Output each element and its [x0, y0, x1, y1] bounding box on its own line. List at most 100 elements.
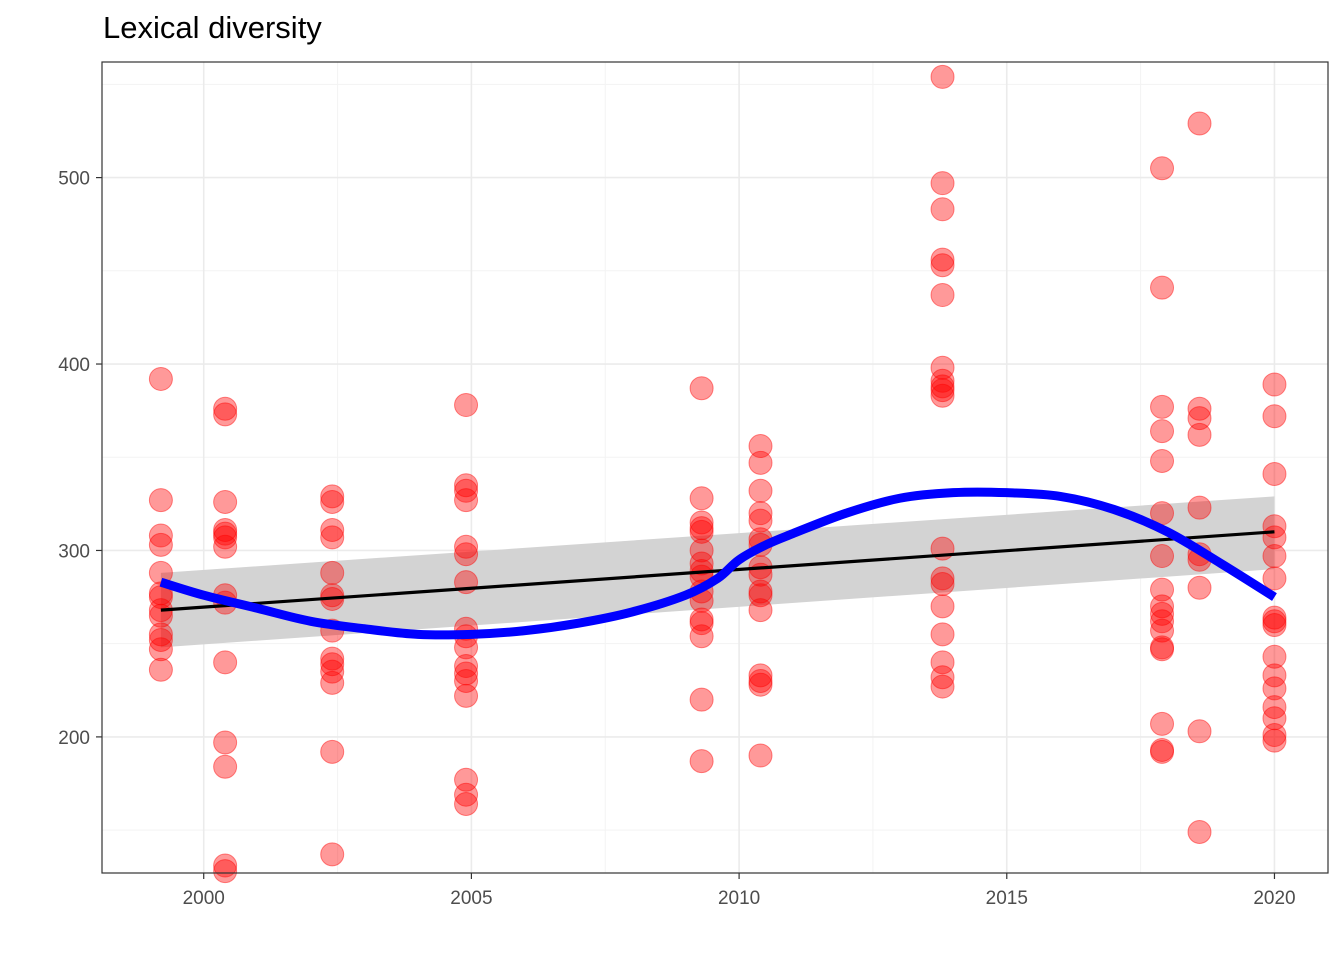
- y-tick-label: 400: [58, 355, 90, 376]
- data-point: [1150, 394, 1175, 419]
- axes: 2000 2005 2010 2015 2020 200 300 400 500: [58, 169, 1295, 909]
- data-point: [148, 532, 173, 557]
- data-point: [748, 672, 773, 697]
- data-point: [1262, 605, 1287, 630]
- data-point: [689, 551, 714, 576]
- data-point: [213, 521, 238, 546]
- data-point: [213, 402, 238, 427]
- data-point: [320, 652, 345, 677]
- data-point: [748, 508, 773, 533]
- data-point: [689, 510, 714, 535]
- data-point: [748, 663, 773, 688]
- data-point: [454, 542, 479, 567]
- data-point: [320, 670, 345, 695]
- data-point: [320, 583, 345, 608]
- data-point: [689, 376, 714, 401]
- data-point: [1262, 613, 1287, 638]
- data-point: [320, 560, 345, 585]
- data-point: [1262, 695, 1287, 720]
- data-point: [930, 374, 955, 399]
- data-point: [689, 516, 714, 541]
- data-point: [930, 566, 955, 591]
- data-point: [148, 637, 173, 662]
- data-point: [213, 517, 238, 542]
- data-point: [320, 517, 345, 542]
- data-point: [1150, 635, 1175, 660]
- data-point: [320, 525, 345, 550]
- y-tick-label: 500: [58, 169, 90, 190]
- data-point: [930, 665, 955, 690]
- grid-lines: [102, 62, 1328, 873]
- data-point: [1262, 372, 1287, 397]
- data-point: [930, 197, 955, 222]
- data-point: [1262, 404, 1287, 429]
- panel-border: [101, 61, 1329, 874]
- data-point: [1150, 618, 1175, 643]
- data-point: [1262, 663, 1287, 688]
- data-point: [1262, 609, 1287, 634]
- data-point: [213, 489, 238, 514]
- data-point: [930, 674, 955, 699]
- data-point: [689, 607, 714, 632]
- data-point: [1150, 156, 1175, 181]
- data-point: [454, 661, 479, 686]
- data-point: [213, 853, 238, 878]
- data-point: [213, 754, 238, 779]
- data-point: [1262, 728, 1287, 753]
- data-point: [1262, 462, 1287, 487]
- data-point: [1187, 819, 1212, 844]
- data-point: [748, 434, 773, 459]
- data-point: [1150, 448, 1175, 473]
- data-point: [930, 383, 955, 408]
- data-point: [454, 683, 479, 708]
- data-point: [930, 247, 955, 272]
- data-point: [930, 253, 955, 278]
- data-point: [1187, 575, 1212, 600]
- data-point: [454, 668, 479, 693]
- data-point: [1187, 422, 1212, 447]
- data-point: [689, 519, 714, 544]
- data-point: [689, 538, 714, 563]
- data-point: [320, 842, 345, 867]
- data-point: [1150, 637, 1175, 662]
- data-point: [1187, 396, 1212, 421]
- fit-lines: [159, 487, 1277, 640]
- data-point: [213, 730, 238, 755]
- data-point: [930, 283, 955, 308]
- data-point: [1262, 706, 1287, 731]
- data-point: [148, 488, 173, 513]
- data-point: [320, 659, 345, 684]
- data-point: [1150, 544, 1175, 569]
- data-point: [148, 523, 173, 548]
- data-point: [748, 668, 773, 693]
- data-point: [320, 484, 345, 509]
- data-point: [930, 171, 955, 196]
- data-points: [148, 64, 1287, 884]
- data-point: [1262, 723, 1287, 748]
- data-point: [213, 650, 238, 675]
- x-tick-label: 2020: [1253, 888, 1295, 909]
- data-point: [748, 583, 773, 608]
- data-point: [748, 579, 773, 604]
- data-point: [1187, 719, 1212, 744]
- data-point: [689, 687, 714, 712]
- data-point: [1187, 111, 1212, 136]
- data-point: [1150, 275, 1175, 300]
- data-point: [148, 366, 173, 391]
- data-point: [1150, 711, 1175, 736]
- data-point: [454, 478, 479, 503]
- data-point: [930, 378, 955, 403]
- data-point: [930, 622, 955, 647]
- x-tick-label: 2010: [718, 888, 760, 909]
- data-point: [320, 646, 345, 671]
- data-point: [1262, 676, 1287, 701]
- data-point: [1150, 609, 1175, 634]
- data-point: [213, 534, 238, 559]
- data-point: [689, 624, 714, 649]
- data-point: [1150, 739, 1175, 764]
- data-point: [213, 525, 238, 550]
- data-point: [930, 650, 955, 675]
- data-point: [1262, 544, 1287, 569]
- data-point: [689, 749, 714, 774]
